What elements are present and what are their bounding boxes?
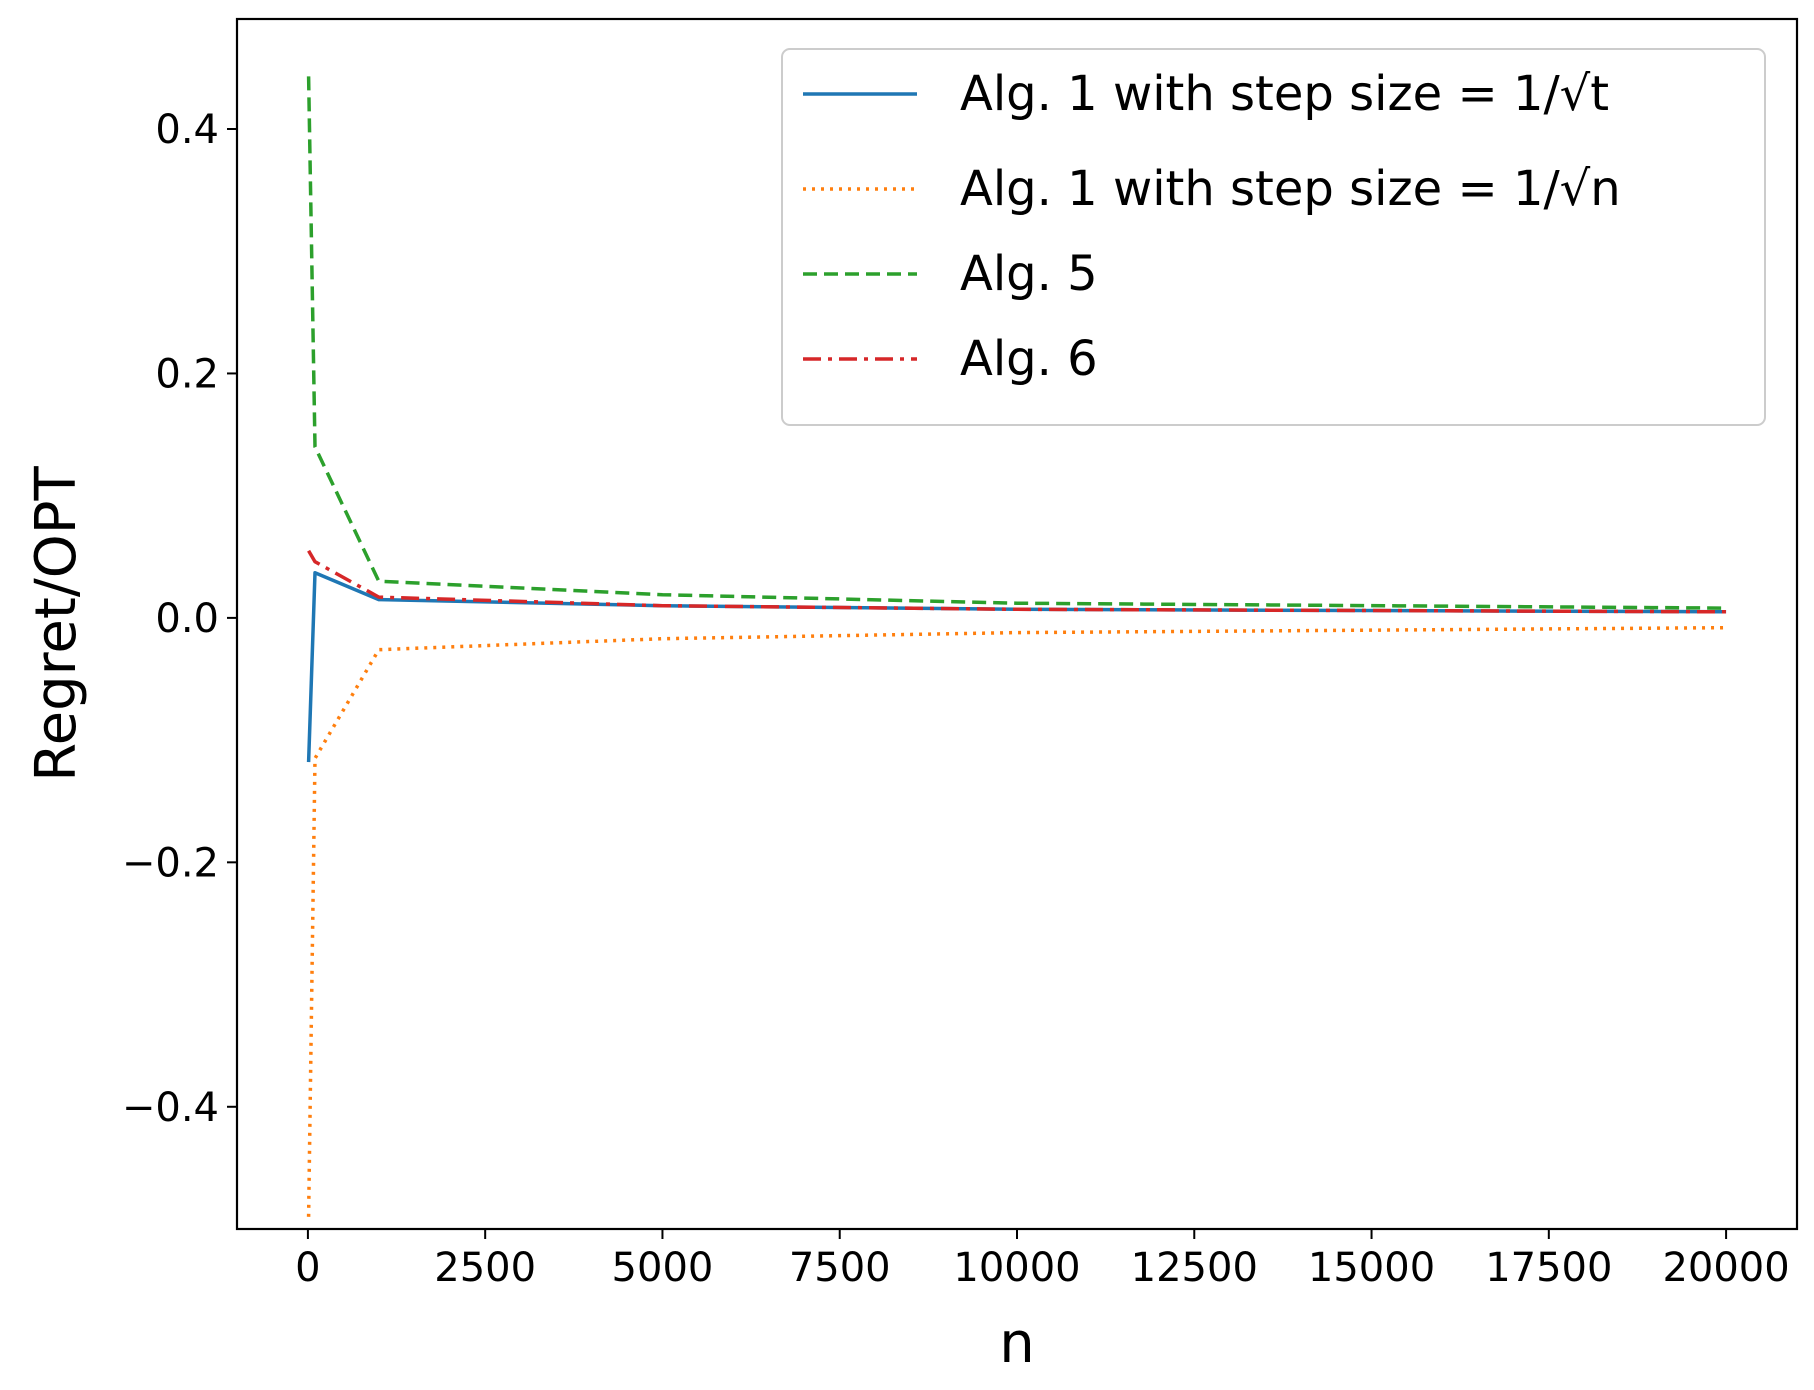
legend-items: Alg. 1 with step size = 1/√t Alg. 1 with … bbox=[803, 66, 1621, 387]
x-tick-label: 20000 bbox=[1662, 1245, 1789, 1291]
x-tick-label: 2500 bbox=[434, 1245, 536, 1291]
x-axis: 0 2500 5000 7500 10000 12500 15000 17500 20000 bbox=[295, 1229, 1790, 1291]
series-line-4 bbox=[307, 549, 1727, 614]
y-tick-label: −0.4 bbox=[122, 1085, 219, 1131]
legend-label: Alg. 1 with step size = 1/√t bbox=[960, 66, 1609, 122]
y-tick-label: 0.2 bbox=[155, 351, 219, 397]
x-tick-label: 7500 bbox=[789, 1245, 891, 1291]
legend-label: Alg. 5 bbox=[960, 246, 1098, 302]
x-tick-label: 17500 bbox=[1485, 1245, 1612, 1291]
x-tick-label: 10000 bbox=[953, 1245, 1080, 1291]
series-line-2 bbox=[306, 625, 1727, 1217]
series-layer bbox=[306, 76, 1727, 1217]
x-tick-label: 0 bbox=[295, 1245, 320, 1291]
x-tick-label: 5000 bbox=[612, 1245, 714, 1291]
y-axis-title: Regret/OPT bbox=[24, 465, 89, 781]
y-tick-label: 0.0 bbox=[155, 596, 219, 642]
legend-label: Alg. 1 with step size = 1/√n bbox=[960, 161, 1621, 217]
y-tick-label: −0.2 bbox=[122, 840, 219, 886]
x-tick-label: 15000 bbox=[1308, 1245, 1435, 1291]
x-tick-label: 12500 bbox=[1131, 1245, 1258, 1291]
x-axis-title: n bbox=[999, 1311, 1035, 1376]
y-axis: −0.4 −0.2 0.0 0.2 0.4 bbox=[122, 107, 237, 1131]
y-tick-label: 0.4 bbox=[155, 107, 219, 153]
legend: Alg. 1 with step size = 1/√t Alg. 1 with … bbox=[781, 48, 1766, 426]
series-line-3 bbox=[306, 76, 1727, 610]
legend-box bbox=[781, 48, 1766, 426]
legend-label: Alg. 6 bbox=[960, 331, 1098, 387]
